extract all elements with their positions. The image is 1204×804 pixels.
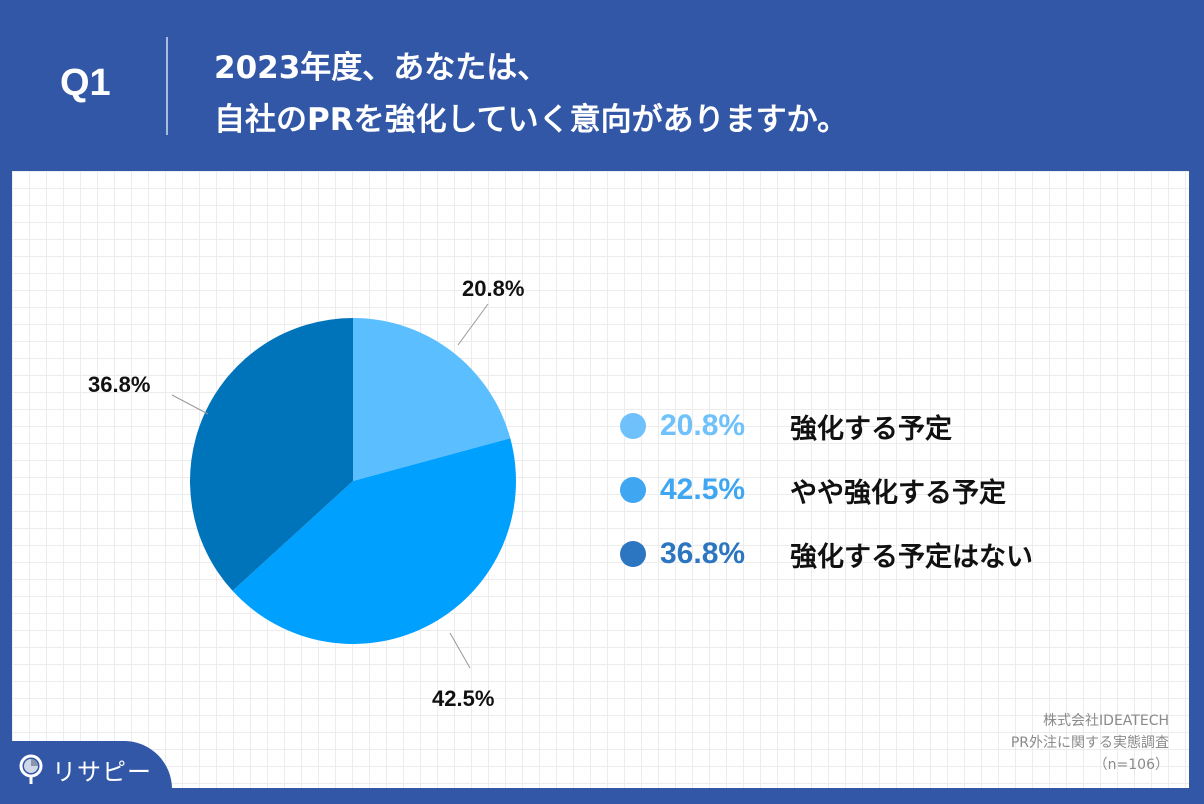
header-divider — [166, 37, 168, 135]
legend-label: 強化する予定 — [790, 413, 952, 445]
pie-chart — [171, 303, 516, 669]
logo: リサピー — [18, 752, 152, 787]
leader-line-36-8 — [171, 394, 209, 415]
logo-text: リサピー — [52, 758, 152, 786]
source-company: 株式会社IDEATECH — [1043, 713, 1169, 729]
source-note: 株式会社IDEATECH PR外注に関する実態調査 （n=106） — [1011, 710, 1169, 776]
legend-label: やや強化する予定 — [790, 477, 1006, 509]
data-label-42-5: 42.5% — [432, 686, 495, 711]
chart-card: 20.8% 42.5% 36.8% 株式会社IDEATECH PR外注に関する実… — [12, 171, 1189, 788]
data-label-36-8: 36.8% — [88, 372, 151, 397]
question-number: Q1 — [60, 62, 111, 104]
legend-dot-icon — [620, 413, 646, 439]
legend-item-strengthen: 20.8% 強化する予定 — [620, 394, 1033, 458]
data-label-20-8: 20.8% — [462, 276, 525, 301]
logo-tab — [0, 741, 172, 804]
page-title: 2023年度、あなたは、 自社のPRを強化していく意向がありますか。 — [214, 42, 848, 146]
source-survey: PR外注に関する実態調査 — [1010, 735, 1169, 751]
legend-percentage: 20.8% — [660, 409, 746, 442]
title-line-1: 2023年度、あなたは、 — [214, 50, 549, 86]
header: Q1 2023年度、あなたは、 自社のPRを強化していく意向がありますか。 — [0, 0, 1204, 171]
leader-line-20-8 — [457, 303, 489, 346]
legend: 20.8% 強化する予定 42.5% やや強化する予定 36.8% 強化する予定… — [620, 394, 1033, 586]
pie-slice-no-plan — [189, 318, 353, 591]
legend-percentage: 42.5% — [660, 473, 746, 506]
legend-item-no-plan: 36.8% 強化する予定はない — [620, 522, 1033, 586]
source-sample: （n=106） — [1093, 757, 1169, 773]
legend-percentage: 36.8% — [660, 537, 746, 570]
legend-label: 強化する予定はない — [790, 541, 1033, 573]
pie-slice-strengthen — [353, 318, 511, 481]
legend-dot-icon — [620, 541, 646, 567]
title-line-2: 自社のPRを強化していく意向がありますか。 — [214, 102, 849, 138]
pie-slice-somewhat-strengthen — [232, 438, 516, 644]
pin-chart-icon — [19, 754, 43, 784]
legend-item-somewhat-strengthen: 42.5% やや強化する予定 — [620, 458, 1033, 522]
legend-dot-icon — [620, 477, 646, 503]
leader-line-42-5 — [449, 632, 471, 669]
